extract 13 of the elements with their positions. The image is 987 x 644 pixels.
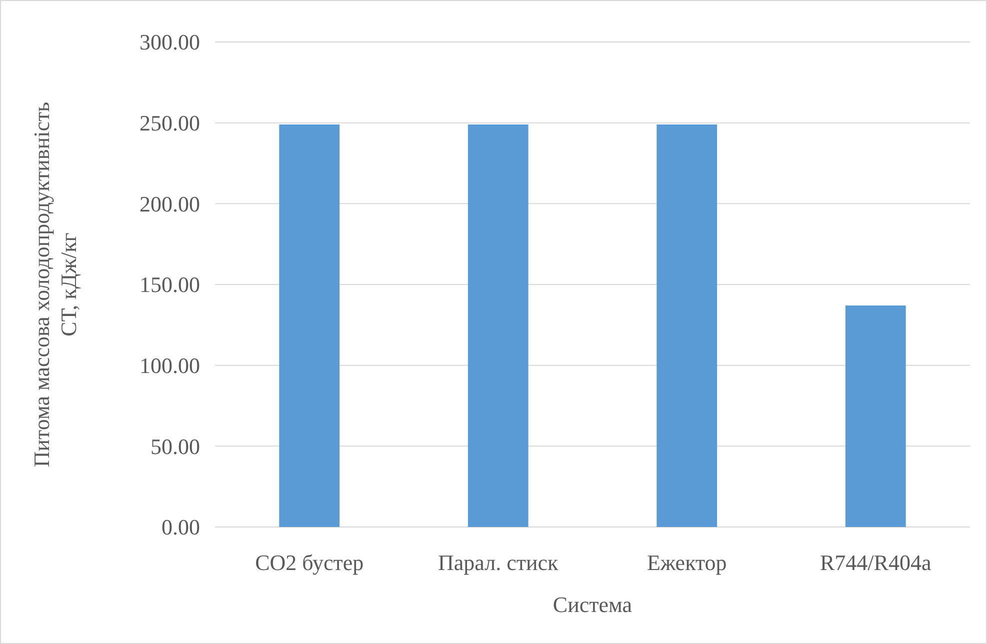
y-tick-label: 150.00 bbox=[140, 272, 200, 298]
y-tick-label: 0.00 bbox=[162, 514, 200, 540]
x-tick-label: Парал. стиск bbox=[438, 550, 559, 575]
x-tick-label: CO2 бустер bbox=[255, 550, 364, 575]
x-tick-label: Ежектор bbox=[646, 550, 727, 575]
y-tick-label: 300.00 bbox=[140, 30, 200, 55]
y-tick-label: 250.00 bbox=[140, 110, 200, 136]
x-axis-title: Система bbox=[552, 592, 632, 617]
y-tick-label: 100.00 bbox=[140, 353, 200, 378]
y-tick-label: 200.00 bbox=[140, 191, 200, 216]
y-tick-label: 50.00 bbox=[150, 434, 200, 459]
x-tick-label: R744/R404a bbox=[820, 550, 932, 575]
y-axis-title: Питома массова холодопродуктивність СТ, кДж/кг bbox=[29, 102, 81, 468]
